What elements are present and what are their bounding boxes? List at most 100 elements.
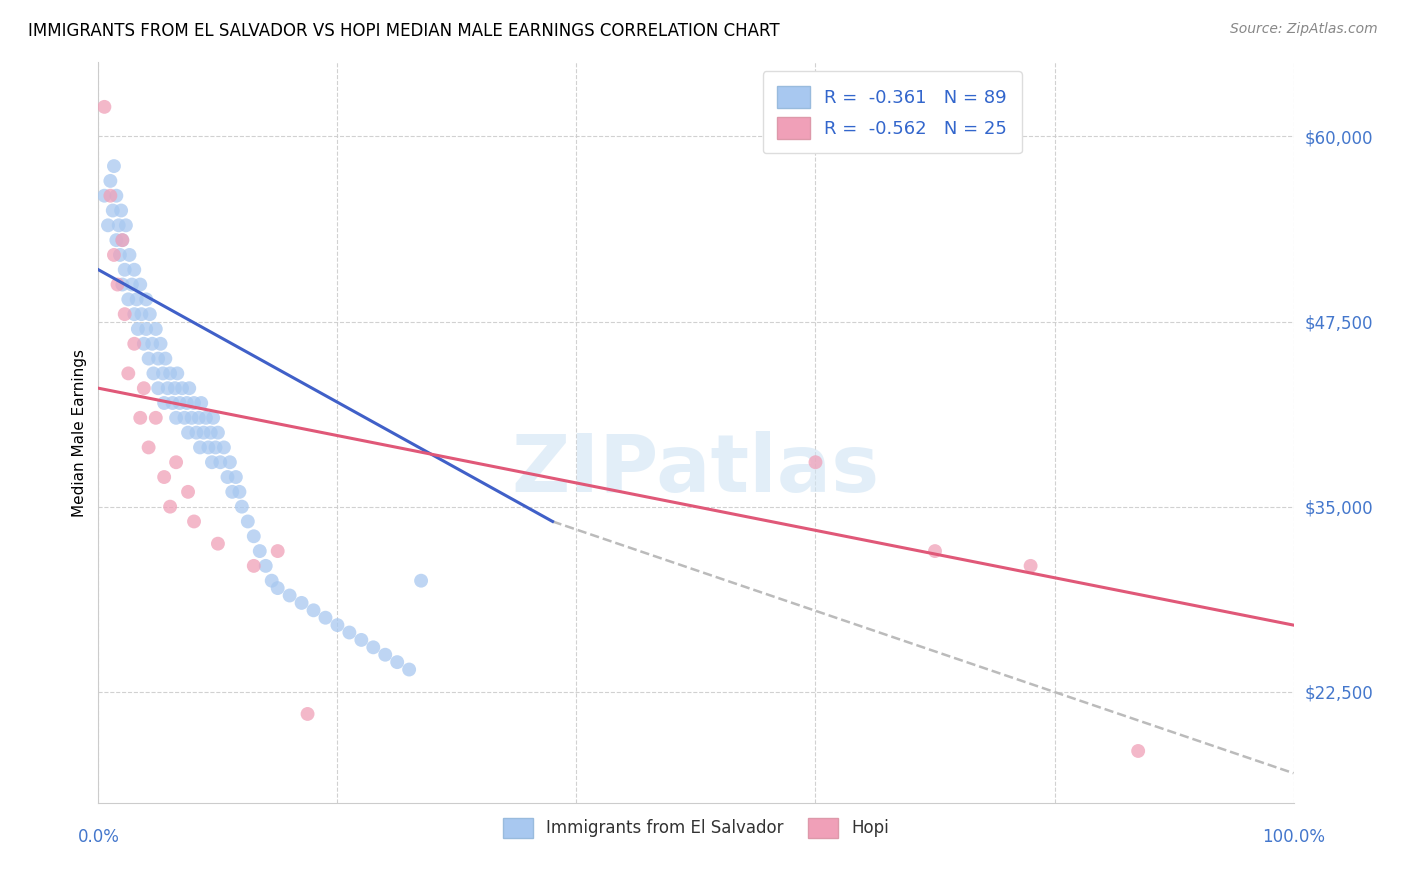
Point: [217, 470, 239, 484]
Point: [139, 307, 162, 321]
Point: [278, 589, 301, 603]
Point: [93, 188, 115, 202]
Point: [114, 307, 136, 321]
Text: IMMIGRANTS FROM EL SALVADOR VS HOPI MEDIAN MALE EARNINGS CORRELATION CHART: IMMIGRANTS FROM EL SALVADOR VS HOPI MEDI…: [28, 22, 780, 40]
Point: [155, 351, 177, 366]
Point: [201, 455, 224, 469]
Point: [190, 396, 212, 410]
Point: [204, 441, 226, 455]
Point: [231, 500, 253, 514]
Point: [101, 203, 124, 218]
Point: [172, 381, 194, 395]
Point: [228, 484, 250, 499]
Point: [207, 536, 229, 550]
Point: [173, 410, 195, 425]
Point: [135, 293, 157, 307]
Point: [197, 441, 219, 455]
Point: [165, 455, 187, 469]
Legend: Immigrants from El Salvador, Hopi: Immigrants from El Salvador, Hopi: [494, 809, 898, 847]
Point: [315, 610, 337, 624]
Point: [236, 515, 259, 529]
Point: [115, 219, 138, 233]
Point: [103, 248, 125, 262]
Point: [159, 367, 181, 381]
Point: [111, 277, 134, 292]
Y-axis label: Median Male Earnings: Median Male Earnings: [72, 349, 87, 516]
Point: [1128, 744, 1150, 758]
Point: [339, 625, 361, 640]
Point: [297, 706, 319, 721]
Point: [202, 410, 225, 425]
Point: [114, 262, 136, 277]
Point: [254, 558, 277, 573]
Point: [111, 233, 134, 247]
Point: [159, 500, 181, 514]
Point: [156, 381, 179, 395]
Text: ZIPatlas: ZIPatlas: [512, 431, 880, 508]
Point: [103, 159, 125, 173]
Point: [98, 174, 122, 188]
Text: 0.0%: 0.0%: [77, 828, 120, 846]
Point: [145, 322, 167, 336]
Point: [209, 455, 232, 469]
Point: [249, 544, 271, 558]
Point: [117, 367, 139, 381]
Point: [188, 441, 211, 455]
Point: [145, 410, 167, 425]
Point: [132, 336, 155, 351]
Point: [302, 603, 325, 617]
Point: [129, 277, 152, 292]
Point: [1019, 558, 1042, 573]
Point: [411, 574, 433, 588]
Point: [200, 425, 222, 440]
Point: [162, 396, 184, 410]
Point: [225, 470, 247, 484]
Point: [98, 188, 122, 202]
Point: [177, 484, 200, 499]
Point: [107, 277, 129, 292]
Point: [176, 396, 198, 410]
Point: [132, 381, 155, 395]
Point: [221, 484, 243, 499]
Point: [243, 529, 266, 543]
Point: [105, 188, 128, 202]
Point: [187, 410, 209, 425]
Point: [260, 574, 283, 588]
Point: [107, 219, 129, 233]
Point: [212, 441, 235, 455]
Point: [97, 219, 120, 233]
Point: [141, 336, 163, 351]
Point: [385, 655, 409, 669]
Point: [180, 410, 202, 425]
Point: [149, 336, 172, 351]
Point: [131, 307, 153, 321]
Point: [138, 441, 160, 455]
Point: [350, 632, 373, 647]
Point: [219, 455, 242, 469]
Point: [135, 322, 157, 336]
Point: [267, 581, 290, 595]
Point: [138, 351, 160, 366]
Point: [148, 381, 170, 395]
Point: [163, 381, 186, 395]
Point: [183, 396, 205, 410]
Point: [195, 410, 218, 425]
Point: [326, 618, 349, 632]
Point: [374, 648, 396, 662]
Point: [148, 351, 170, 366]
Point: [118, 248, 141, 262]
Point: [207, 425, 229, 440]
Point: [93, 100, 115, 114]
Text: Source: ZipAtlas.com: Source: ZipAtlas.com: [1230, 22, 1378, 37]
Point: [127, 322, 149, 336]
Point: [243, 558, 266, 573]
Point: [152, 367, 174, 381]
Point: [124, 336, 146, 351]
Point: [804, 455, 827, 469]
Point: [105, 233, 128, 247]
Point: [924, 544, 946, 558]
Point: [124, 262, 146, 277]
Point: [121, 277, 143, 292]
Point: [165, 410, 187, 425]
Point: [193, 425, 215, 440]
